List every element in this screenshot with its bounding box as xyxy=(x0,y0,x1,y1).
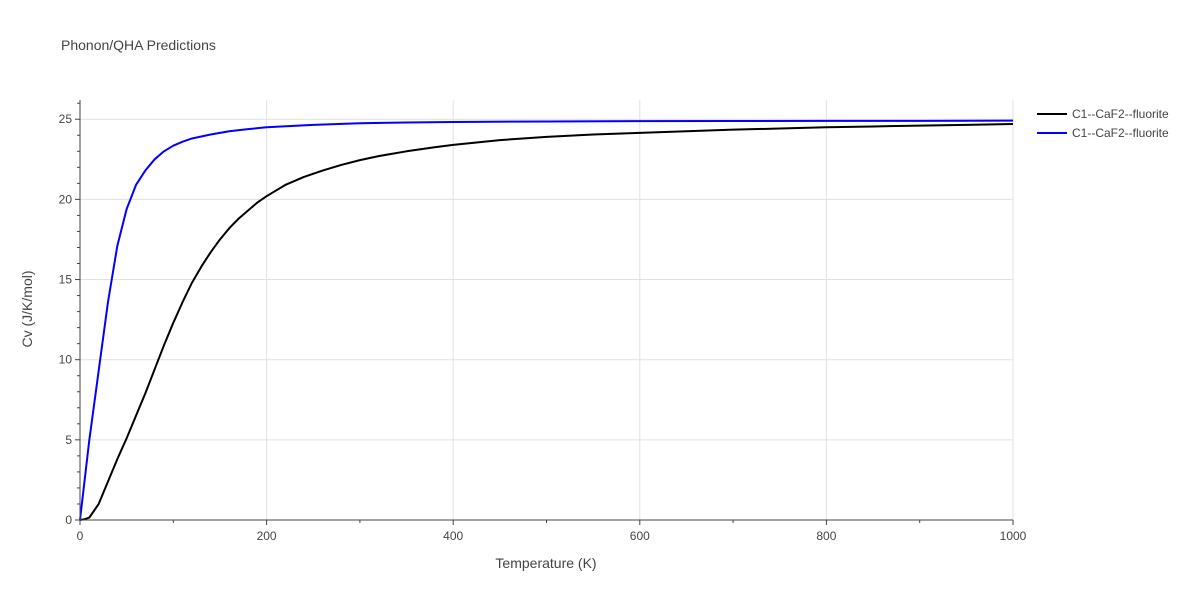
x-tick-label-1: 200 xyxy=(257,529,277,543)
legend[interactable]: C1--CaF2--fluorite C1--CaF2--fluorite xyxy=(1037,107,1169,140)
axes: 0 200 400 600 800 1000 0 5 10 15 20 25 xyxy=(59,100,1027,543)
x-tick-label-2: 400 xyxy=(443,529,463,543)
chart-title: Phonon/QHA Predictions xyxy=(61,37,216,53)
x-axis-label: Temperature (K) xyxy=(495,555,596,571)
y-tick-label-0: 0 xyxy=(65,513,72,527)
y-tick-label-5: 25 xyxy=(59,112,73,126)
series-line-1 xyxy=(79,123,1014,521)
y-tick-label-3: 15 xyxy=(59,273,73,287)
x-tick-label-4: 800 xyxy=(816,529,836,543)
series-line-2 xyxy=(79,119,1014,521)
y-tick-label-1: 5 xyxy=(65,433,72,447)
y-tick-label-4: 20 xyxy=(59,192,73,206)
grid-lines xyxy=(80,100,1014,520)
x-tick-label-0: 0 xyxy=(77,529,84,543)
y-tick-label-2: 10 xyxy=(59,353,73,367)
x-tick-label-3: 600 xyxy=(630,529,650,543)
series-lines xyxy=(79,119,1014,521)
legend-item-1[interactable]: C1--CaF2--fluorite xyxy=(1037,107,1169,121)
legend-label-2: C1--CaF2--fluorite xyxy=(1072,126,1169,140)
y-axis-label: Cv (J/K/mol) xyxy=(19,271,35,348)
x-tick-label-5: 1000 xyxy=(1000,529,1027,543)
legend-label-1: C1--CaF2--fluorite xyxy=(1072,107,1169,121)
legend-item-2[interactable]: C1--CaF2--fluorite xyxy=(1037,126,1169,140)
